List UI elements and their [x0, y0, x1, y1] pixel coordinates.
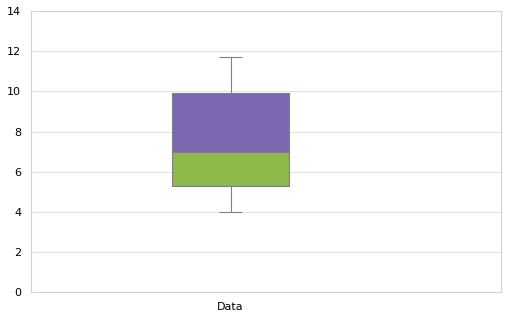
- FancyBboxPatch shape: [172, 93, 290, 152]
- FancyBboxPatch shape: [172, 152, 290, 186]
